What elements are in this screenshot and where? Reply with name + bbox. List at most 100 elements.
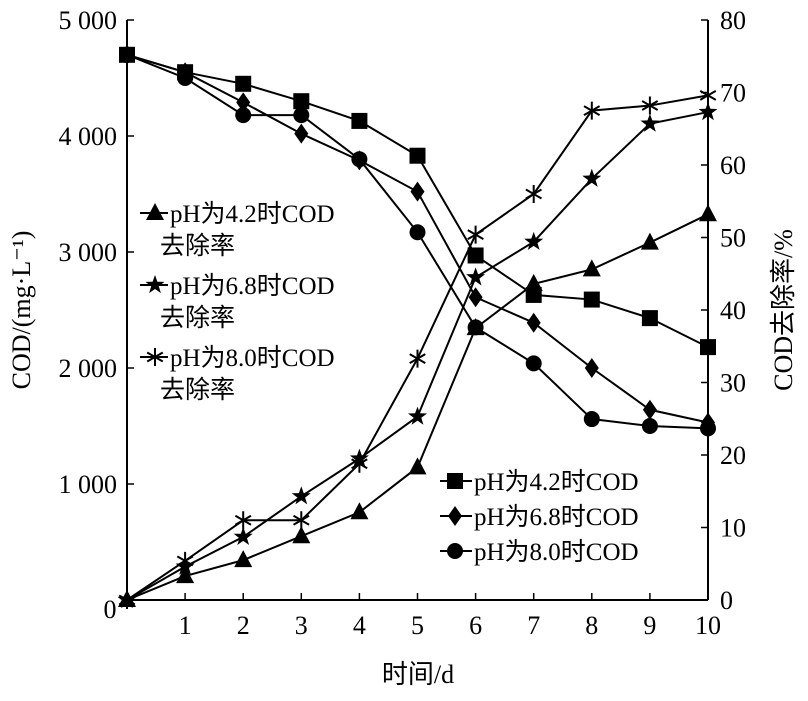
data-point-triangle [582, 259, 601, 277]
series-circle [119, 46, 716, 437]
series-group [117, 44, 718, 609]
legend-marker-circle [447, 543, 463, 559]
data-point-triangle [699, 204, 717, 222]
data-point-triangle [176, 566, 195, 584]
data-point-triangle [292, 526, 311, 544]
data-point-star [698, 102, 718, 121]
data-point-asterisk [641, 96, 659, 115]
data-point-square [293, 93, 310, 110]
x-origin-label: 0 [104, 595, 117, 624]
data-point-circle [641, 418, 658, 434]
legend-label: pH为6.8时COD [474, 503, 639, 531]
y2-tick-label: 80 [720, 6, 746, 35]
data-point-circle [700, 420, 716, 437]
data-point-star [233, 526, 253, 545]
y-tick-label: 1 000 [59, 470, 118, 499]
data-point-star [408, 406, 427, 425]
data-point-asterisk [118, 591, 136, 609]
y2-axis-label: COD去除率/% [769, 229, 798, 391]
legend-marker-diamond [448, 506, 462, 526]
data-point-star [582, 168, 602, 187]
y-axis-label: COD/(mg·L⁻¹) [7, 231, 36, 390]
legends: pH为4.2时COD去除率pH为6.8时COD去除率pH为8.0时COD去除率p… [140, 200, 639, 566]
y2-tick-label: 60 [720, 151, 746, 180]
x-tick-label: 2 [237, 611, 250, 640]
data-point-circle [235, 107, 252, 124]
data-point-triangle [350, 502, 369, 520]
data-point-asterisk [293, 511, 310, 530]
legend-label: pH为4.2时COD [474, 468, 639, 496]
data-point-diamond [642, 399, 657, 420]
data-point-asterisk [525, 185, 542, 203]
data-point-star [640, 113, 660, 132]
y-tick-label: 4 000 [59, 122, 118, 151]
data-point-triangle [640, 232, 659, 250]
data-point-square [235, 75, 252, 92]
data-point-circle [119, 46, 135, 63]
series-asterisk [118, 86, 717, 609]
data-point-circle [583, 411, 600, 428]
data-point-circle [409, 224, 426, 241]
x-tick-label: 6 [469, 611, 482, 640]
x-tick-label: 10 [695, 611, 721, 640]
legend-label: pH为6.8时COD [170, 272, 335, 300]
data-point-asterisk [176, 551, 194, 570]
data-point-diamond [584, 358, 599, 378]
data-point-star [524, 231, 544, 250]
legend-label: pH为4.2时COD [170, 200, 335, 228]
x-tick-label: 5 [411, 611, 424, 640]
data-point-asterisk [699, 86, 717, 105]
legend-lower-right: pH为4.2时COD pH为6.8时COD pH为8.0时COD [440, 468, 639, 566]
data-point-square [525, 286, 542, 303]
y-tick-label: 3 000 [59, 238, 118, 267]
data-point-circle [351, 151, 368, 168]
data-point-asterisk [583, 101, 601, 120]
data-point-star [466, 267, 486, 286]
data-point-diamond [468, 287, 483, 308]
y-tick-label: 5 000 [59, 6, 118, 35]
y2-tick-label: 50 [720, 224, 746, 253]
data-point-diamond [526, 312, 541, 333]
legend-marker-triangle [146, 203, 164, 220]
y2-tick-label: 30 [720, 369, 746, 398]
data-point-square [351, 112, 368, 129]
data-point-square [641, 310, 658, 327]
x-tick-label: 1 [179, 611, 192, 640]
x-axis-label: 时间/d [382, 660, 454, 689]
data-point-diamond [236, 92, 251, 113]
data-point-triangle [524, 273, 543, 291]
data-point-square [700, 339, 716, 356]
legend-label-line2: 去除率 [160, 232, 235, 260]
data-point-asterisk [351, 454, 368, 473]
legend-marker-square [447, 473, 463, 489]
x-tick-label: 8 [585, 611, 598, 640]
data-point-asterisk [467, 225, 484, 244]
data-point-circle [525, 355, 542, 372]
x-tick-label: 7 [527, 611, 540, 640]
data-point-circle [293, 107, 310, 124]
legend-label-line2: 去除率 [160, 376, 235, 404]
y2-tick-label: 0 [720, 586, 733, 615]
legend-upper-left: pH为4.2时COD 去除率 pH为6.8时COD 去除率 pH为8.0时COD 去除率 [140, 200, 335, 404]
legend-label-line2: 去除率 [160, 304, 235, 332]
legend-label: pH为8.0时COD [170, 344, 335, 372]
y2-tick-label: 10 [720, 514, 746, 543]
y2-tick-label: 20 [720, 441, 746, 470]
data-point-diamond [410, 181, 425, 202]
y2-tick-label: 40 [720, 296, 746, 325]
x-tick-label: 9 [643, 611, 656, 640]
data-point-triangle [466, 318, 485, 336]
data-point-triangle [408, 457, 427, 475]
legend-label: pH为8.0时COD [474, 538, 639, 566]
data-point-square [467, 247, 484, 264]
data-point-asterisk [234, 511, 252, 530]
data-point-diamond [294, 123, 309, 144]
legend-marker-star [145, 275, 165, 294]
x-tick-label: 3 [295, 611, 308, 640]
legend-marker-asterisk [146, 348, 164, 366]
y-tick-label: 2 000 [59, 354, 118, 383]
data-point-square [583, 291, 600, 308]
data-point-star [291, 486, 311, 505]
